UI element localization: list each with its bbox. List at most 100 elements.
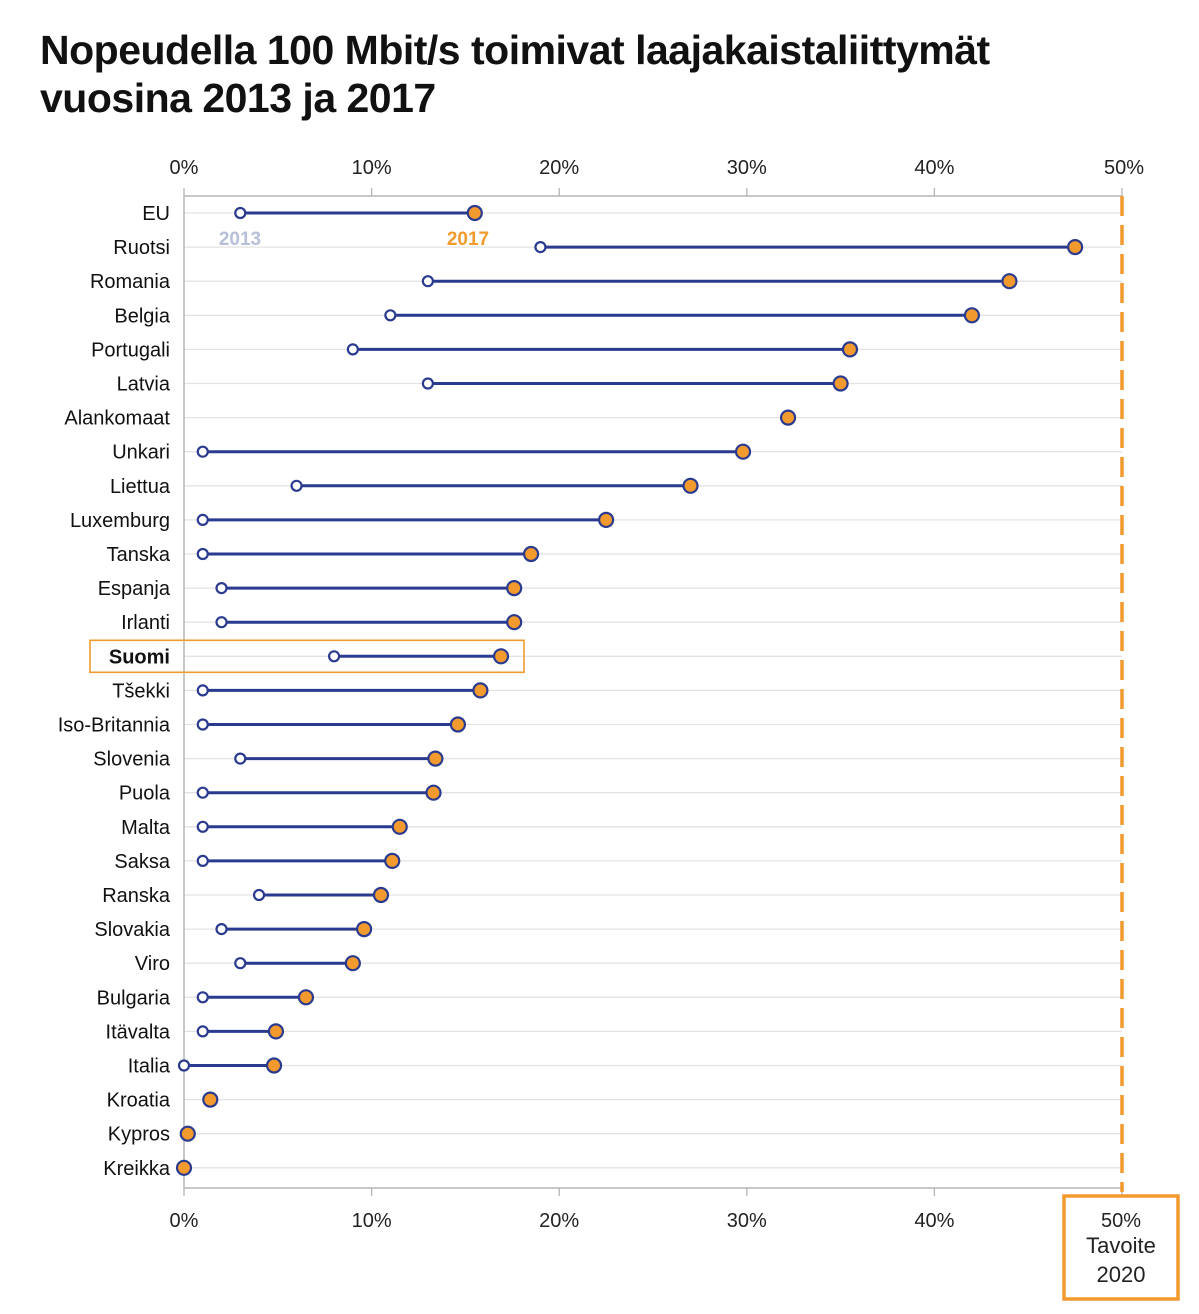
country-label: Viro [135, 953, 170, 975]
target-label-line-2: 2020 [1097, 1262, 1146, 1287]
marker-2017 [265, 1057, 283, 1074]
marker-2017 [832, 375, 849, 392]
marker-2013 [290, 479, 303, 492]
marker-2013 [215, 616, 228, 629]
marker-2017 [466, 204, 483, 222]
country-label: Unkari [112, 442, 170, 464]
country-label: Kreikka [103, 1158, 171, 1180]
marker-2017 [841, 341, 859, 358]
marker-2017 [506, 614, 523, 631]
country-label: Slovenia [93, 749, 171, 771]
top-tick-label: 40% [914, 157, 954, 179]
marker-2017 [355, 920, 373, 938]
marker-2013 [196, 684, 209, 697]
marker-2013 [196, 991, 209, 1004]
country-label: Kypros [108, 1124, 170, 1146]
marker-2013 [196, 820, 209, 833]
chart-title-line-1: Nopeudella 100 Mbit/s toimivat laajakais… [40, 27, 990, 73]
bottom-tick-label: 30% [727, 1210, 767, 1232]
legend-label-2013: 2013 [219, 229, 261, 250]
bottom-tick-label: 40% [914, 1210, 954, 1232]
marker-2013 [215, 922, 228, 936]
chart-title: Nopeudella 100 Mbit/s toimivat laajakais… [40, 26, 1180, 122]
marker-2013 [421, 275, 434, 288]
marker-2017 [597, 511, 615, 529]
marker-2017 [384, 852, 401, 870]
marker-2017 [391, 818, 408, 835]
marker-2013 [215, 581, 228, 595]
country-label: Espanja [98, 578, 171, 600]
top-tick-label: 50% [1104, 157, 1144, 179]
marker-2017 [682, 477, 699, 494]
marker-2017 [267, 1023, 285, 1040]
country-label: Alankomaat [64, 408, 170, 430]
highlight-box [89, 639, 525, 674]
country-label: Kroatia [107, 1090, 171, 1112]
marker-2017 [492, 648, 510, 665]
country-label: Romania [90, 271, 171, 293]
bottom-tick-label: 10% [352, 1210, 392, 1232]
country-label: Puola [119, 783, 171, 805]
legend-label-2017: 2017 [447, 229, 489, 250]
marker-2013 [234, 752, 247, 765]
marker-2013 [252, 888, 266, 902]
country-label: Malta [121, 817, 171, 839]
marker-2013 [234, 206, 247, 220]
top-tick-label: 10% [352, 157, 392, 179]
country-label: Portugali [91, 339, 170, 361]
country-label: Slovakia [94, 919, 170, 941]
marker-2017 [1001, 273, 1018, 290]
country-label: Liettua [110, 476, 171, 498]
marker-2017 [202, 1091, 219, 1108]
labels-layer: EU Ruotsi Romania Belgia Portugali Latvia Alan… [58, 203, 525, 1180]
country-label: Saksa [114, 851, 170, 873]
marker-2017 [344, 955, 361, 972]
marker-2013 [346, 343, 359, 356]
axes-layer: 0%0%10%10%20%20%30%30%40%40%50%50%Tavoit… [170, 157, 1180, 1301]
marker-2013 [234, 957, 247, 970]
marker-2017 [175, 1159, 193, 1176]
country-label: Italia [128, 1056, 171, 1078]
marker-2013 [196, 547, 209, 561]
target-box [1062, 1194, 1180, 1301]
marker-2017 [372, 886, 390, 904]
marker-2013 [196, 513, 209, 527]
marker-2017 [449, 716, 466, 733]
bottom-tick-label: 0% [170, 1210, 199, 1232]
marker-2017 [779, 409, 797, 426]
country-label: Tanska [107, 544, 171, 566]
top-tick-label: 0% [170, 157, 199, 179]
country-label: Bulgaria [97, 987, 171, 1009]
marker-2017 [522, 545, 540, 563]
country-label: EU [142, 203, 170, 225]
country-label: Irlanti [121, 612, 170, 634]
country-label: Belgia [114, 305, 170, 327]
marker-2013 [196, 786, 209, 799]
marker-2017 [1066, 239, 1084, 256]
country-label: Luxemburg [70, 510, 170, 532]
target-value-label: 50% [1101, 1210, 1141, 1232]
country-label: Itävalta [106, 1021, 171, 1043]
top-tick-label: 20% [539, 157, 579, 179]
country-label: Latvia [117, 374, 171, 396]
marker-2017 [179, 1125, 196, 1142]
marker-2013 [196, 1025, 209, 1038]
country-label: Suomi [109, 646, 170, 668]
top-tick-label: 30% [727, 157, 767, 179]
country-label: Ranska [102, 885, 171, 907]
marker-2017 [427, 750, 444, 767]
marker-2013 [534, 241, 547, 254]
marker-2013 [196, 718, 209, 731]
country-label: Ruotsi [113, 237, 170, 259]
marker-2013 [384, 309, 397, 322]
marker-2017 [297, 989, 315, 1006]
marker-2017 [506, 579, 523, 597]
country-label: Tšekki [112, 680, 170, 702]
target-label-line-1: Tavoite [1086, 1233, 1156, 1258]
marker-2013 [196, 445, 209, 458]
bottom-tick-label: 20% [539, 1210, 579, 1232]
chart-title-line-2: vuosina 2013 ja 2017 [40, 75, 436, 121]
marker-2017 [963, 307, 981, 324]
marker-2013 [421, 377, 434, 390]
